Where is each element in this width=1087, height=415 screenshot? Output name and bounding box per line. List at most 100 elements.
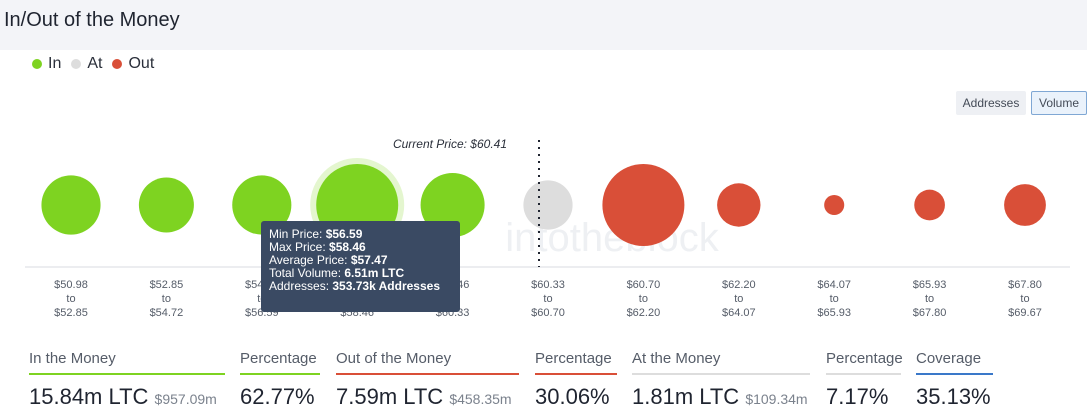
tick-label-price: $64.07: [817, 279, 851, 291]
addresses-toggle-button[interactable]: Addresses: [956, 91, 1026, 115]
tooltip-label: Average Price:: [269, 253, 351, 267]
stat-in-the-money: In the Money 15.84m LTC $957.09m: [29, 350, 225, 410]
volume-toggle-button[interactable]: Volume: [1031, 91, 1087, 115]
stat-value-sub: $458.35m: [449, 391, 512, 407]
legend-item-at[interactable]: At: [71, 55, 102, 73]
legend-label-out: Out: [128, 55, 155, 72]
tick-label-price: $67.80: [913, 307, 947, 319]
tooltip-label: Total Volume:: [269, 266, 345, 280]
stat-value: 15.84m LTC $957.09m: [29, 384, 225, 410]
tooltip-row-total-volume: Total Volume: 6.51m LTC: [269, 267, 452, 280]
stat-label: Percentage: [535, 350, 612, 367]
tooltip-row-addresses: Addresses: 353.73k Addresses: [269, 280, 452, 293]
bubble-out[interactable]: [717, 183, 761, 227]
tick-label-to: to: [925, 293, 934, 305]
stat-out-of-the-money: Out of the Money 7.59m LTC $458.35m: [336, 350, 519, 410]
legend-item-in[interactable]: In: [32, 55, 61, 73]
tick-label-to: to: [734, 293, 743, 305]
tooltip-label: Max Price:: [269, 240, 330, 254]
tooltip-value: 353.73k Addresses: [332, 279, 441, 293]
stat-label: At the Money: [632, 350, 721, 367]
stat-underline: [916, 373, 993, 375]
tooltip-row-max-price: Max Price: $58.46: [269, 241, 452, 254]
stat-coverage: Coverage 35.13%: [916, 350, 993, 410]
tick-label-price: $65.93: [913, 279, 947, 291]
stat-value: 1.81m LTC $109.34m: [632, 384, 810, 410]
header-bar: In/Out of the Money: [0, 0, 1087, 50]
tick-label-price: $64.07: [722, 307, 756, 319]
stat-value: 7.17%: [826, 384, 889, 409]
legend-label-in: In: [48, 55, 62, 72]
stat-underline: [826, 373, 901, 375]
stat-at-the-money: At the Money 1.81m LTC $109.34m: [632, 350, 810, 410]
stat-label: Percentage: [826, 350, 903, 367]
tooltip-value: $57.47: [350, 253, 388, 267]
stat-underline: [336, 373, 519, 375]
legend-label-at: At: [87, 55, 103, 72]
stat-out-percentage: Percentage 30.06%: [535, 350, 617, 410]
tick-label-price: $52.85: [54, 307, 88, 319]
tooltip-row-average-price: Average Price: $57.47: [269, 254, 452, 267]
current-price-label: Current Price: $60.41: [393, 137, 507, 151]
tooltip-row-min-price: Min Price: $56.59: [269, 228, 452, 241]
tooltip-label: Min Price:: [269, 227, 326, 241]
tick-label-price: $60.70: [627, 279, 661, 291]
stat-underline: [535, 373, 617, 375]
bubble-at[interactable]: [523, 180, 573, 230]
stat-underline: [240, 373, 320, 375]
page-title: In/Out of the Money: [4, 9, 180, 31]
bubble-tooltip: Min Price: $56.59 Max Price: $58.46 Aver…: [261, 221, 460, 312]
bubble-out[interactable]: [1004, 184, 1046, 226]
tooltip-value: $56.59: [325, 227, 363, 241]
stat-underline: [29, 373, 225, 375]
tick-label-price: $67.80: [1008, 279, 1042, 291]
chart-panel: [0, 50, 1087, 415]
stat-underline: [632, 373, 810, 375]
tick-label-price: $62.20: [627, 307, 661, 319]
legend-dot-at: [71, 59, 82, 69]
legend-dot-in: [32, 59, 42, 69]
bubble-chart: intotheblock$50.98to$52.85$52.85to$54.72…: [25, 137, 1070, 319]
stat-value-main: 7.59m LTC: [336, 384, 444, 409]
tooltip-value: $58.46: [329, 240, 366, 254]
tick-label-to: to: [830, 293, 839, 305]
tick-label-price: $50.98: [54, 279, 88, 291]
tooltip-value: 6.51m LTC: [344, 266, 405, 280]
stat-at-percentage: Percentage 7.17%: [826, 350, 903, 410]
bubble-out[interactable]: [602, 164, 685, 246]
tick-label-to: to: [543, 293, 552, 305]
stat-value-main: 15.84m LTC: [29, 384, 149, 409]
bubble-out[interactable]: [914, 189, 945, 221]
chart-legend: In At Out: [32, 55, 164, 73]
stat-value-main: 1.81m LTC: [632, 384, 740, 409]
tick-label-price: $52.85: [150, 279, 184, 291]
legend-item-out[interactable]: Out: [112, 55, 154, 73]
stat-label: Coverage: [916, 350, 982, 367]
stat-value: 30.06%: [535, 384, 610, 409]
stat-value: 62.77%: [240, 384, 315, 409]
stat-label: Percentage: [240, 350, 317, 367]
tick-label-to: to: [1020, 293, 1029, 305]
tick-label-price: $62.20: [722, 279, 756, 291]
bubble-in[interactable]: [41, 175, 101, 235]
stat-label: Out of the Money: [336, 350, 452, 367]
tick-label-price: $54.72: [150, 307, 184, 319]
bubble-out[interactable]: [824, 194, 845, 216]
stat-value-sub: $957.09m: [154, 391, 217, 407]
summary-stats: In the Money 15.84m LTC $957.09m Percent…: [0, 350, 1087, 415]
stat-value: 35.13%: [916, 384, 991, 409]
tick-label-to: to: [162, 293, 171, 305]
stat-label: In the Money: [29, 350, 116, 367]
bubble-in[interactable]: [232, 175, 292, 235]
tick-label-price: $60.33: [531, 279, 565, 291]
stat-value-sub: $109.34m: [745, 391, 808, 407]
bubble-in[interactable]: [138, 177, 194, 233]
tick-label-price: $60.70: [531, 307, 565, 319]
tick-label-price: $69.67: [1008, 307, 1042, 319]
stat-in-percentage: Percentage 62.77%: [240, 350, 320, 410]
tick-label-price: $65.93: [817, 307, 851, 319]
tick-label-to: to: [66, 293, 75, 305]
stat-value: 7.59m LTC $458.35m: [336, 384, 519, 410]
tooltip-label: Addresses:: [269, 279, 333, 293]
tick-label-to: to: [639, 293, 648, 305]
